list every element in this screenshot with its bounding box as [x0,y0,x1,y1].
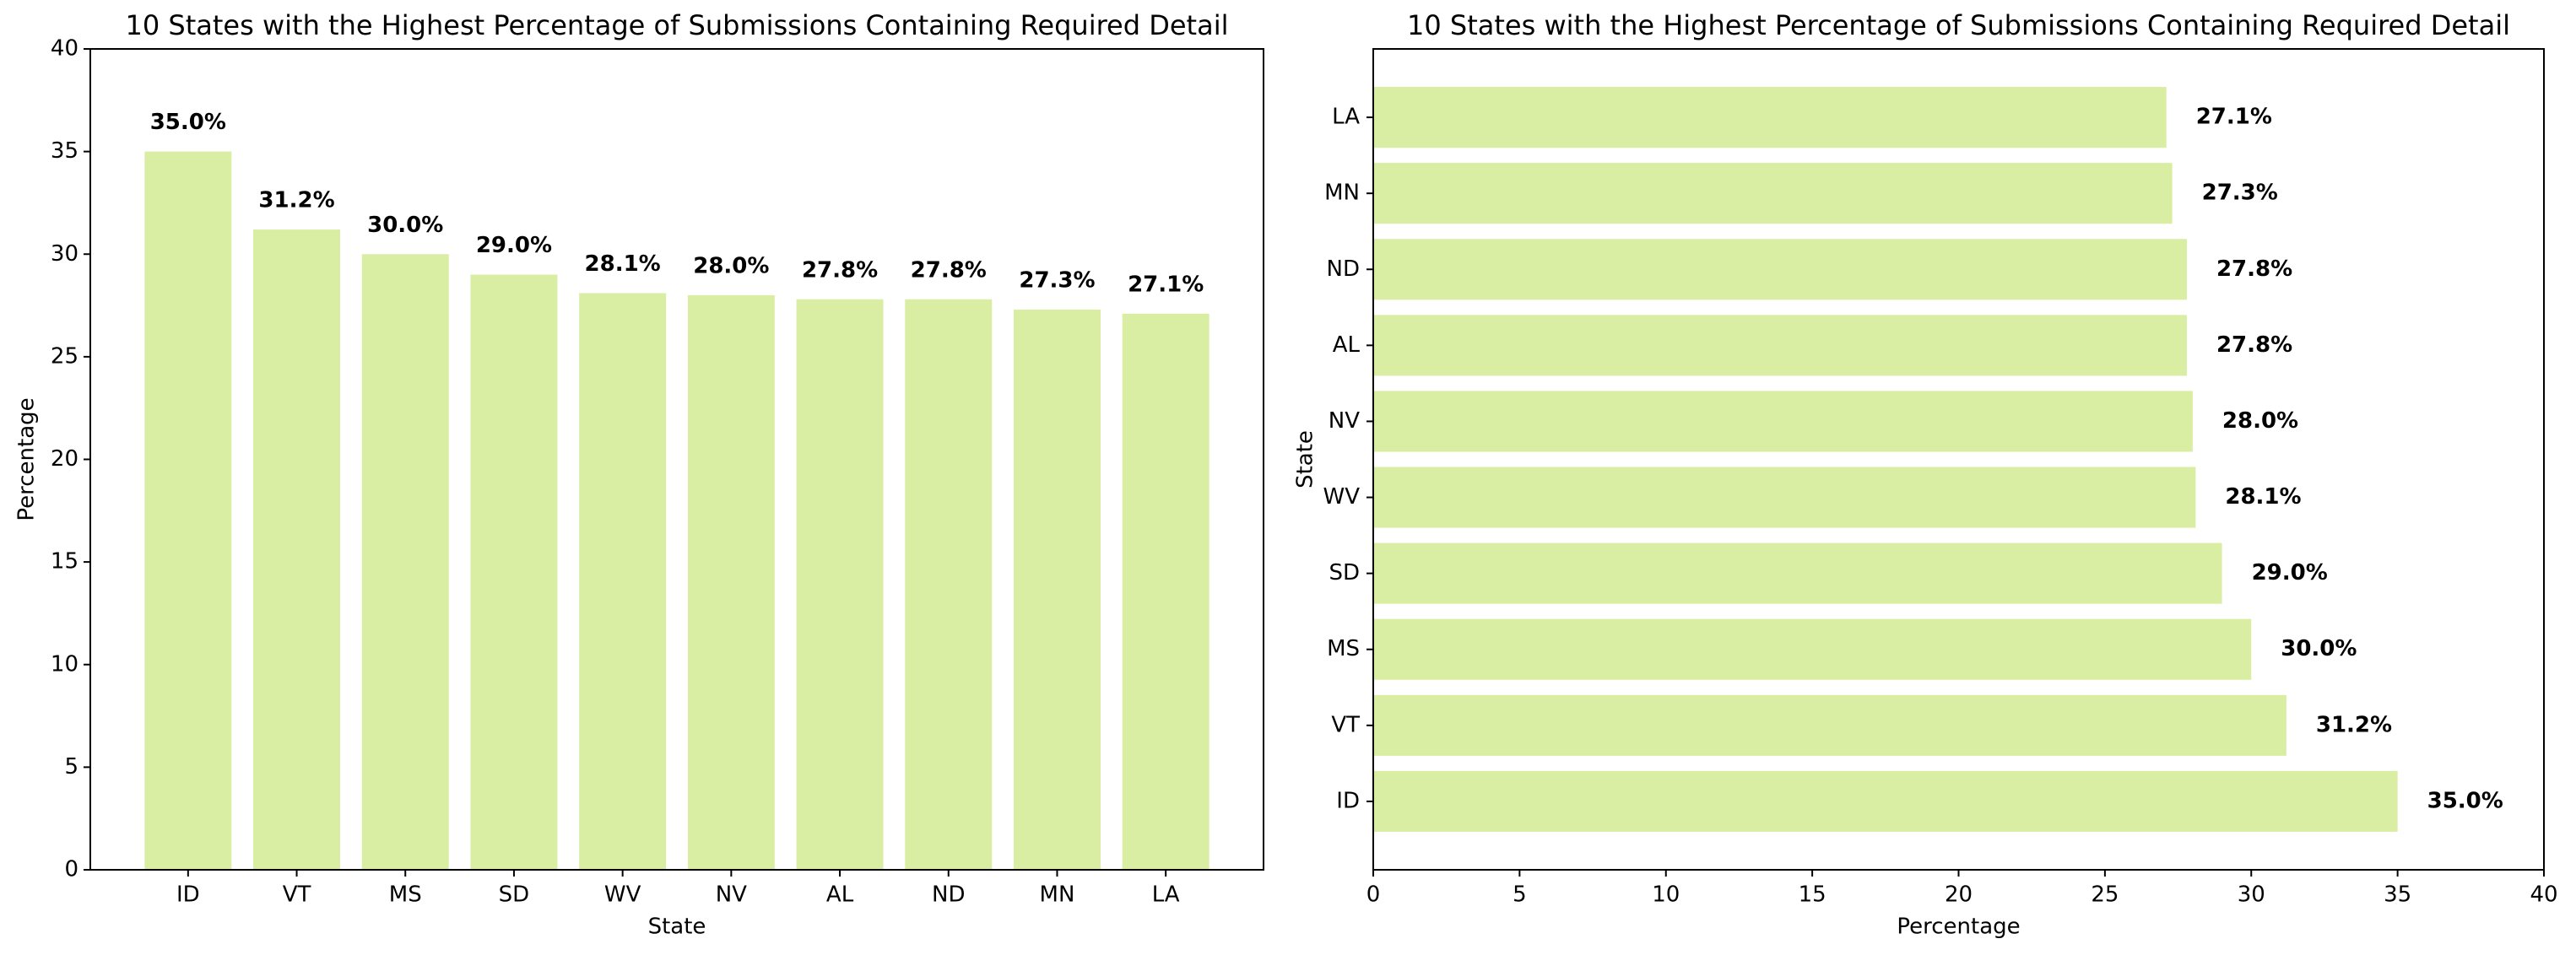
y-tick-label: 15 [51,549,78,575]
value-label: 29.0% [476,233,552,258]
y-tick-label: 10 [51,651,78,677]
bar [1013,309,1101,870]
x-tick-label: 0 [1366,882,1381,908]
plot-frame [1372,48,2545,871]
x-tick-label: ID [176,882,200,908]
y-tick-label: VT [1331,712,1360,737]
x-tick-label: VT [283,882,311,908]
bar [1373,239,2187,300]
x-tick-label: NV [716,882,747,908]
y-tick-label: WV [1323,484,1361,510]
x-tick-label: LA [1152,882,1180,908]
bar [687,294,775,870]
x-tick-label: 5 [1513,882,1527,908]
chart-title: 10 States with the Highest Percentage of… [1407,9,2510,41]
x-tick-label: 15 [1799,882,1826,908]
y-tick-label: SD [1329,560,1360,585]
x-tick-label: AL [826,882,854,908]
bar [905,299,993,870]
value-label: 31.2% [258,188,334,213]
y-tick-label: ID [1336,788,1360,813]
x-axis-label: State [648,915,706,940]
x-tick-label: 10 [1652,882,1680,908]
x-tick-label: 20 [1945,882,1973,908]
bar [1373,770,2398,832]
bar [1373,542,2222,604]
bar [1373,618,2252,680]
y-tick-label: 40 [51,36,78,62]
y-tick-label: MS [1327,636,1360,661]
value-label: 27.8% [911,257,987,283]
chart-title: 10 States with the Highest Percentage of… [126,9,1229,41]
value-label: 35.0% [150,110,226,135]
x-tick-label: ND [932,882,965,908]
y-axis-label: State [1293,430,1318,488]
value-label: 27.1% [1128,272,1204,297]
value-label: 28.1% [585,251,661,277]
bar [253,229,341,870]
value-label: 27.3% [2202,181,2278,206]
y-tick-label: 25 [51,343,78,369]
bar [1122,313,1210,871]
y-tick-label: 5 [64,754,78,780]
value-label: 29.0% [2252,560,2328,585]
value-label: 27.8% [2216,256,2292,282]
x-tick-label: SD [499,882,530,908]
y-tick-label: 0 [64,857,78,882]
value-label: 27.8% [802,257,878,283]
x-tick-label: 40 [2530,882,2557,908]
x-tick-label: 25 [2091,882,2119,908]
x-tick-label: MN [1040,882,1075,908]
bar [579,293,667,870]
value-label: 27.1% [2196,105,2272,130]
value-label: 27.8% [2216,332,2292,358]
bar [470,274,558,870]
value-label: 28.0% [693,253,769,278]
bar [361,254,449,870]
x-tick-label: MS [389,882,422,908]
y-tick-label: 35 [51,138,78,164]
y-tick-label: LA [1332,105,1360,130]
value-label: 30.0% [2281,636,2357,661]
bar [144,151,232,870]
value-label: 30.0% [367,213,443,238]
value-label: 35.0% [2427,788,2503,813]
bar [1373,87,2167,148]
y-tick-label: NV [1329,408,1360,434]
value-label: 27.3% [1019,267,1095,293]
y-axis-label: Percentage [14,397,40,521]
x-tick-label: 30 [2238,882,2265,908]
bar [1373,315,2187,376]
y-tick-label: 30 [51,241,78,267]
bar [1373,163,2173,224]
bar [1373,467,2196,528]
bar [796,299,884,870]
x-tick-label: WV [604,882,641,908]
value-label: 28.1% [2225,484,2301,510]
bar [1373,694,2286,756]
value-label: 31.2% [2316,712,2392,737]
x-tick-label: 35 [2384,882,2411,908]
value-label: 28.0% [2222,408,2298,434]
y-tick-label: ND [1327,256,1360,282]
bar [1373,391,2193,452]
plot-frame [89,48,1264,871]
x-axis-label: Percentage [1897,915,2020,940]
y-tick-label: AL [1333,332,1361,358]
y-tick-label: MN [1324,181,1360,206]
y-tick-label: 20 [51,446,78,472]
